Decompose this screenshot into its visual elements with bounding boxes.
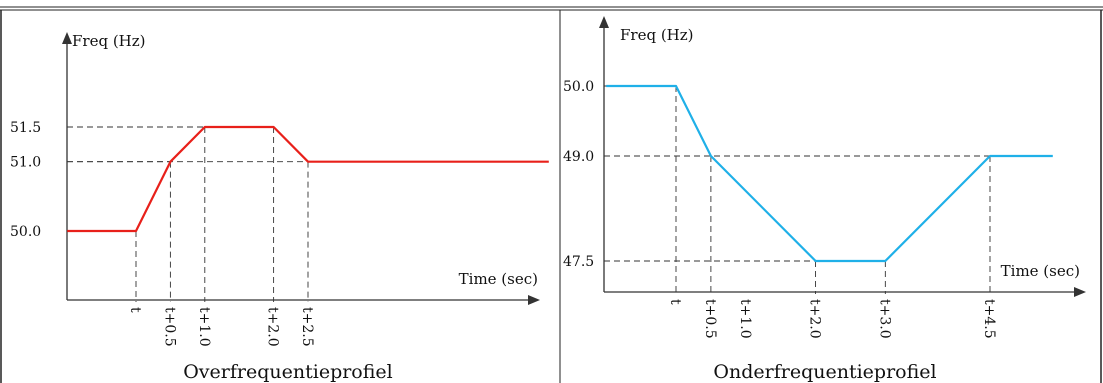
underfrequency-caption: Onderfrequentieprofiel (713, 361, 936, 383)
x-tick-label: t (667, 299, 683, 305)
x-tick-label: t+1.0 (196, 307, 212, 347)
series-line (67, 125, 549, 233)
x-tick-label: t (127, 307, 143, 313)
x-tick-label: t+0.5 (161, 307, 177, 347)
y-tick-label: 49.0 (563, 149, 594, 165)
y-tick-label: 51.5 (10, 120, 41, 136)
overfrequency-chart: Freq (Hz) Time (sec) 51.5 51.0 50.0 t t+0.5 t+1… (10, 32, 549, 347)
y-tick-label: 47.5 (563, 254, 594, 270)
underfrequency-chart: Freq (Hz) Time (sec) 50.0 49.0 47.5 t t+0.5 t+1… (563, 16, 1086, 339)
x-tick-label: t+0.5 (702, 299, 718, 339)
y-tick-label: 50.0 (563, 79, 594, 95)
x-tick-label: t+1.0 (737, 299, 753, 339)
x-tick-label: t+2.0 (807, 299, 823, 339)
y-axis-label: Freq (Hz) (620, 26, 694, 44)
x-tick-label: t+2.5 (299, 307, 315, 347)
x-axis-arrow (528, 295, 540, 305)
x-axis-label: Time (sec) (1001, 262, 1080, 280)
x-axis-arrow (1074, 287, 1086, 297)
x-tick-label: t+4.5 (981, 299, 997, 339)
series-line (606, 84, 1053, 263)
y-axis-arrow (62, 32, 72, 44)
y-tick-label: 51.0 (10, 155, 41, 171)
overfrequency-caption: Overfrequentieprofiel (183, 361, 393, 383)
x-tick-label: t+2.0 (265, 307, 281, 347)
x-tick-label: t+3.0 (876, 299, 892, 339)
y-axis-label: Freq (Hz) (72, 32, 146, 50)
x-axis-label: Time (sec) (459, 270, 538, 288)
y-axis-arrow (599, 16, 609, 28)
y-tick-label: 50.0 (10, 224, 41, 240)
